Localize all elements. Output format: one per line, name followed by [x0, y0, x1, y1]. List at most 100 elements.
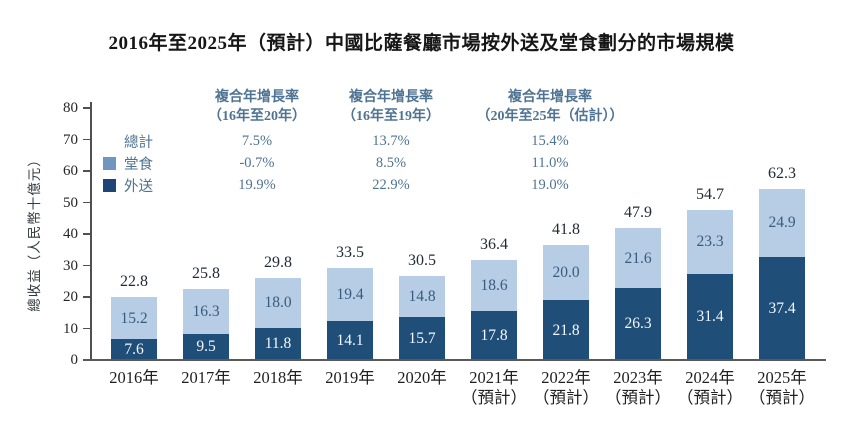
bar-value-delivery: 31.4	[696, 308, 724, 326]
cagr-column-header: 複合年增長率 （16年至19年）	[323, 88, 459, 130]
bar-segment-dine-in: 20.0	[543, 245, 589, 300]
cagr-column-3: 複合年增長率 （20年至25年（估計）） 15.4% 11.0% 19.0%	[459, 88, 641, 196]
y-tick-mark	[83, 170, 90, 172]
bar-total-label: 29.8	[264, 254, 292, 271]
y-tick-label: 70	[63, 131, 78, 148]
bar-value-dine-in: 18.0	[264, 294, 292, 312]
cagr-column-2: 複合年增長率 （16年至19年） 13.7% 8.5% 22.9%	[323, 88, 459, 196]
y-tick-label: 40	[63, 226, 78, 242]
y-tick-mark	[83, 327, 90, 329]
bar-segment-delivery: 9.5	[183, 333, 229, 360]
bar-segment-dine-in: 18.6	[471, 259, 517, 311]
cagr-value-delivery: 19.0%	[531, 176, 569, 193]
y-tick-mark	[83, 201, 90, 203]
legend-item-delivery-label: 外送	[124, 178, 153, 195]
bar-total-label: 36.4	[480, 235, 508, 253]
bar-value-dine-in: 15.2	[120, 309, 148, 327]
bar-segment-dine-in: 14.8	[399, 276, 445, 317]
cagr-column-header: 複合年增長率 （16年至20年）	[191, 88, 323, 130]
legend: 總計堂食外送	[103, 88, 191, 196]
y-tick-label: 20	[63, 289, 78, 305]
cagr-header-line2: （16年至19年）	[342, 109, 440, 124]
x-category-label: 2019年	[295, 368, 405, 388]
cagr-column-1: 複合年增長率 （16年至20年） 7.5% -0.7% 19.9%	[191, 88, 323, 196]
x-category-year: 2018年	[253, 368, 303, 387]
y-tick-label: 50	[63, 194, 78, 211]
bar-total-label: 25.8	[192, 265, 220, 283]
bar-segment-dine-in: 19.4	[327, 267, 373, 322]
y-tick-mark	[83, 296, 90, 298]
bar-value-delivery: 9.5	[196, 338, 216, 356]
x-category-year: 2017年	[181, 368, 231, 387]
bar-segment-delivery: 7.6	[111, 339, 157, 360]
bar-value-dine-in: 20.0	[552, 264, 580, 281]
bar-value-dine-in: 24.9	[768, 214, 796, 232]
bar-2019年: 33.5 19.4 14.1 2019年	[314, 96, 386, 387]
y-tick-label: 60	[63, 163, 78, 179]
bar-value-delivery: 21.8	[552, 321, 580, 339]
bar-2025年: 62.3 24.9 37.4 2025年 （預計）	[746, 96, 818, 407]
cagr-value-delivery: 22.9%	[372, 176, 410, 193]
bar-2023年: 47.9 21.6 26.3 2023年 （預計）	[602, 96, 674, 407]
y-tick-mark	[83, 264, 90, 266]
bar-segment-delivery: 17.8	[471, 311, 517, 360]
bar-value-dine-in: 19.4	[336, 286, 364, 304]
bar-value-delivery: 15.7	[408, 329, 436, 347]
cagr-header-line1: 複合年增長率	[508, 90, 592, 105]
x-category-label: 2020年	[367, 368, 477, 388]
bar-total-label: 47.9	[624, 204, 652, 222]
bar-total-label: 41.8	[552, 221, 580, 238]
bar-2024年: 54.7 23.3 31.4 2024年 （預計）	[674, 96, 746, 407]
cagr-header-line1: 複合年增長率	[215, 90, 299, 105]
x-category-year: 2021年	[469, 368, 519, 387]
bar-segment-dine-in: 21.6	[615, 228, 661, 288]
cagr-value-dine-in: 11.0%	[531, 154, 569, 171]
bar-value-dine-in: 14.8	[408, 287, 436, 305]
bar-value-delivery: 17.8	[480, 327, 508, 344]
x-category-label: 2024年 （預計）	[655, 368, 765, 408]
x-category-forecast-note: （預計）	[677, 388, 743, 407]
bar-segment-dine-in: 23.3	[687, 209, 733, 274]
x-category-year: 2025年	[757, 368, 807, 387]
x-category-year: 2020年	[397, 368, 447, 387]
bar-segment-delivery: 15.7	[399, 316, 445, 360]
legend-item-delivery-swatch	[103, 178, 116, 192]
bar-segment-delivery: 26.3	[615, 287, 661, 360]
bar-total-label: 30.5	[408, 252, 436, 270]
bar-2020年: 30.5 14.8 15.7 2020年	[386, 96, 458, 387]
x-category-label: 2017年	[151, 368, 261, 388]
cagr-value-total: 7.5%	[241, 132, 273, 149]
legend-item-dine-in-label: 堂食	[124, 156, 153, 173]
x-category-forecast-note: （預計）	[533, 388, 599, 407]
y-axis-title: 總收益（人民幣十億元）	[27, 152, 42, 312]
plot-area: 22.8 15.2 7.6 2016年 25.8 16.3 9.5 2017年 29.8 18.0…	[92, 96, 818, 407]
bar-segment-delivery: 21.8	[543, 300, 589, 360]
bar-value-dine-in: 16.3	[192, 303, 220, 320]
bar-value-delivery: 26.3	[624, 315, 652, 333]
x-category-label: 2016年	[79, 368, 189, 388]
cagr-value-dine-in: 8.5%	[375, 154, 407, 171]
bar-total-label: 22.8	[120, 273, 148, 291]
legend-item-total: 總計	[103, 130, 191, 152]
y-tick-mark	[83, 107, 90, 109]
legend-item-dine-in-swatch	[103, 156, 116, 170]
bar-total-label: 33.5	[336, 243, 364, 261]
x-category-label: 2023年 （預計）	[583, 368, 693, 408]
bar-segment-dine-in: 16.3	[183, 289, 229, 334]
bar-segment-delivery: 11.8	[255, 327, 301, 360]
bar-value-delivery: 7.6	[124, 341, 144, 359]
y-tick-mark	[83, 233, 90, 235]
bar-segment-dine-in: 24.9	[759, 188, 805, 258]
bar-value-dine-in: 18.6	[480, 276, 508, 294]
cagr-value-delivery: 19.9%	[238, 176, 276, 193]
bar-2022年: 41.8 20.0 21.8 2022年 （預計）	[530, 96, 602, 407]
bar-segment-delivery: 14.1	[327, 321, 373, 360]
y-tick-label: 10	[63, 320, 78, 337]
x-axis-baseline	[84, 359, 826, 361]
bar-2021年: 36.4 18.6 17.8 2021年 （預計）	[458, 96, 530, 407]
x-category-year: 2024年	[685, 368, 735, 387]
y-tick-label: 0	[70, 352, 79, 368]
x-category-year: 2023年	[613, 368, 663, 387]
bar-total-label: 54.7	[696, 185, 724, 203]
